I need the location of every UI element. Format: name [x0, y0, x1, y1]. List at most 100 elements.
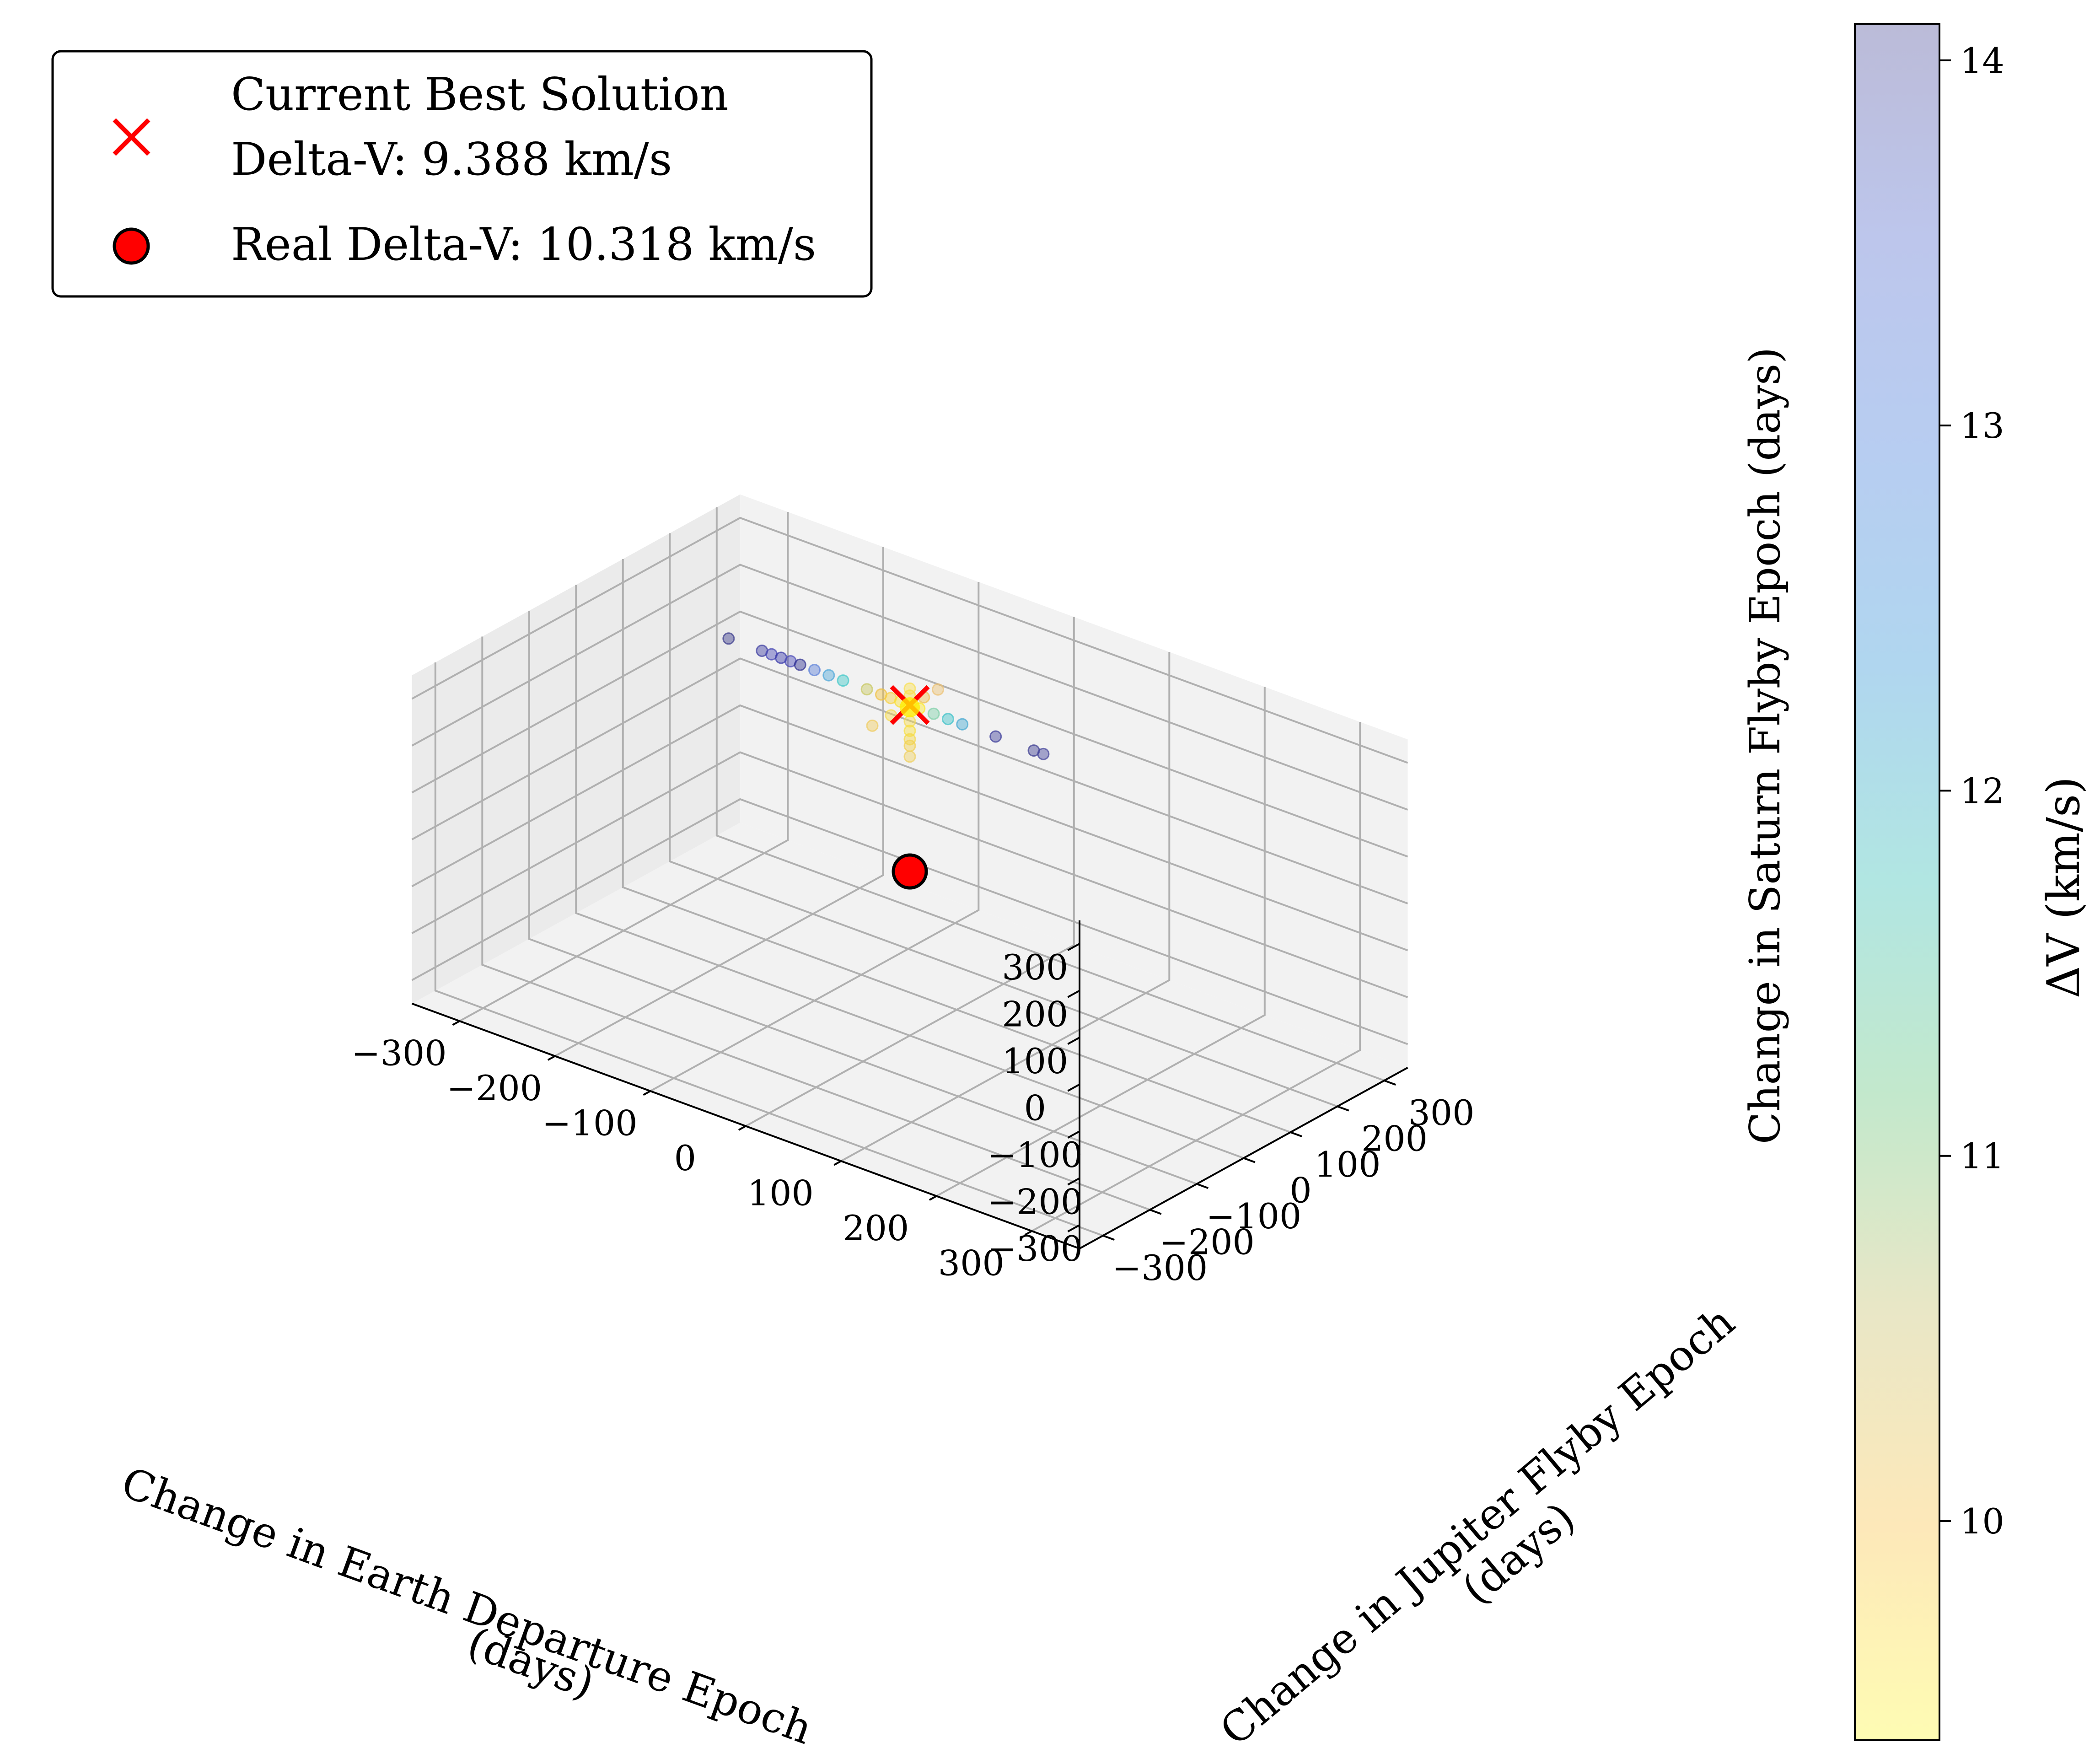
grid-lines [411, 507, 1408, 1237]
z-gridline [411, 564, 1408, 811]
z-tick [1067, 1083, 1080, 1092]
z-tick [1067, 943, 1080, 951]
y-axis-label-line1: Change in Jupiter Flyby Epoch [1211, 1297, 1744, 1755]
x-gridline [840, 652, 1171, 1162]
scatter-point [794, 658, 806, 671]
z-gridline [411, 704, 1408, 952]
z-tick-label: 300 [1002, 947, 1068, 988]
z-tick [1067, 1224, 1080, 1232]
y-tick-label: −200 [1159, 1222, 1255, 1263]
x-tick-label: 0 [674, 1138, 696, 1178]
scatter-point [903, 733, 916, 746]
scatter-point [941, 713, 954, 726]
z-tick-label: 0 [1024, 1087, 1046, 1128]
z-gridline [411, 610, 1408, 858]
scatter-point [822, 669, 835, 682]
y-gridline [669, 533, 1338, 1108]
x-tick [643, 1090, 651, 1096]
x-tick-label: 100 [747, 1173, 814, 1214]
z-tick [1067, 1177, 1080, 1186]
colorbar-tick-label: 12 [1960, 770, 2004, 811]
x-tick-label: −300 [351, 1033, 447, 1074]
x-tick-label: −200 [446, 1068, 542, 1108]
y-tick [1384, 1080, 1396, 1086]
z-tick-label: 200 [1002, 994, 1068, 1034]
x-tick [452, 1020, 460, 1026]
y-tick-label: 100 [1314, 1144, 1381, 1185]
z-tick [1067, 990, 1080, 998]
y-gridline [528, 611, 1197, 1185]
x-tick [929, 1195, 937, 1201]
y-gridline [715, 507, 1385, 1081]
x-tick [833, 1160, 842, 1166]
x-tick [738, 1125, 747, 1131]
legend: Current Best Solution Delta-V: 9.388 km/… [51, 50, 873, 298]
z-tick-label: −300 [987, 1228, 1083, 1269]
colorbar-tick-label: 11 [1960, 1136, 2004, 1177]
scatter-point [989, 730, 1002, 743]
z-tick-label: 100 [1002, 1041, 1068, 1081]
colorbar-tick-label: 10 [1960, 1501, 2004, 1542]
z-gridline [411, 798, 1408, 1045]
best-solution-highlight [900, 697, 920, 718]
legend-real-label: Real Delta-V: 10.318 km/s [231, 219, 816, 271]
z-tick-label: −100 [987, 1135, 1083, 1175]
scatter-point [808, 664, 821, 677]
scatter-point [1037, 748, 1050, 760]
y-gridline [481, 636, 1150, 1211]
x-tick [1024, 1230, 1032, 1236]
scatter-point [903, 682, 916, 695]
y-tick-label: −100 [1206, 1196, 1302, 1237]
scatter-point [860, 683, 873, 696]
x-gridline [650, 582, 980, 1092]
y-gridline [622, 559, 1291, 1133]
scatter-point [903, 750, 916, 763]
solution-markers [890, 685, 930, 890]
colorbar-ticks: 10 11 12 13 14 [1939, 40, 2004, 1542]
y-tick-label: 200 [1361, 1119, 1428, 1159]
scatter-point [722, 632, 735, 645]
scatter-point [903, 739, 916, 752]
y-tick [1150, 1209, 1162, 1215]
z-gridline [411, 751, 1408, 998]
y-gridline [434, 662, 1103, 1237]
y-tick [1337, 1105, 1349, 1112]
real-delta-v-marker [892, 853, 928, 890]
x-gridline [1031, 722, 1361, 1232]
z-tick [1067, 1037, 1080, 1045]
y-tick [1243, 1157, 1256, 1163]
scatter-point [932, 683, 944, 696]
x-tick [547, 1055, 556, 1061]
colorbar-tick-label: 13 [1960, 405, 2004, 446]
scatter-point [903, 725, 916, 737]
scatter-point [866, 719, 879, 732]
legend-real-marker [113, 227, 150, 265]
y-tick [1102, 1235, 1115, 1241]
legend-best-marker [113, 118, 150, 156]
y-gridline [575, 585, 1244, 1159]
scatter-point [837, 674, 849, 687]
legend-frame [51, 50, 873, 298]
scatter-point [927, 707, 940, 720]
best-solution-marker [890, 685, 930, 725]
x-tick-label: 200 [843, 1208, 909, 1248]
z-gridline [411, 516, 1408, 764]
y-tick-label: 0 [1289, 1170, 1311, 1211]
x-axis-label-line1: Change in Earth Departure Epoch [115, 1458, 819, 1754]
scatter-point [956, 718, 969, 731]
legend-best-label-line1: Current Best Solution [231, 69, 729, 121]
y-tick [1290, 1131, 1302, 1138]
colorbar [1854, 23, 1940, 1741]
colorbar-label: ΔV (km/s) [2038, 777, 2090, 999]
z-tick-label: −200 [987, 1181, 1083, 1222]
legend-best-label-line2: Delta-V: 9.388 km/s [231, 134, 672, 186]
colorbar-tick-label: 14 [1960, 40, 2004, 81]
x-gridline [936, 687, 1266, 1197]
y-tick-label: −300 [1112, 1248, 1208, 1288]
x-gridline [459, 512, 789, 1022]
x-gridline [745, 617, 1075, 1127]
z-gridline [411, 657, 1408, 904]
z-axis-label: Change in Saturn Flyby Epoch (days) [1740, 347, 1789, 1144]
